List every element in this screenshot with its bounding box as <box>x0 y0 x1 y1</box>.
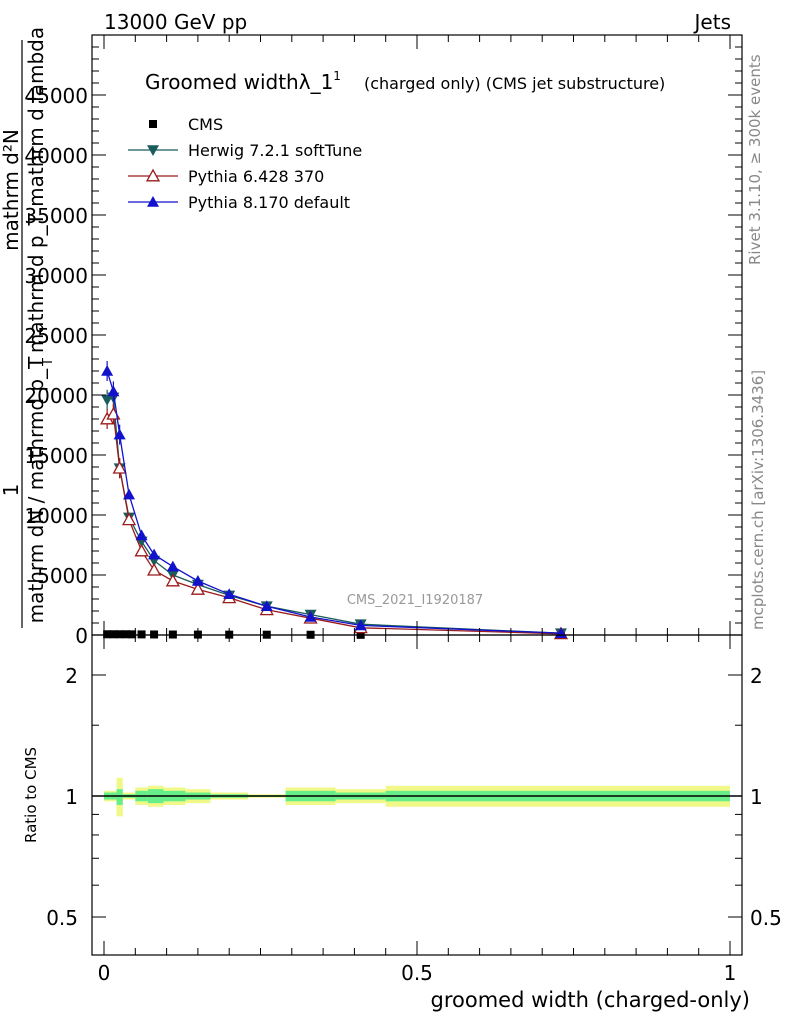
main-ytick-label: 15000 <box>24 444 88 468</box>
series-point <box>165 573 180 587</box>
series-point <box>103 630 112 639</box>
title-text: Groomed width <box>145 70 299 94</box>
ratio-ytick-label-left: 1 <box>65 785 78 809</box>
axis-ticks: 0 5000 10000 15000 20000 25000 30000 35000 40000… <box>24 35 782 985</box>
series-point <box>101 365 114 376</box>
main-ytick-label: 40000 <box>24 144 88 168</box>
legend-entry: Pythia 6.428 370 <box>128 167 324 186</box>
header-left: 13000 GeV pp <box>104 10 247 34</box>
rivet-label: Rivet 3.1.10, ≥ 300k events <box>746 54 764 265</box>
series-point <box>260 600 273 611</box>
header-right: Jets <box>693 10 731 34</box>
series-point <box>148 548 161 560</box>
main-ytick-label: 35000 <box>24 204 88 228</box>
series-point <box>107 385 120 397</box>
title-superscript: 1 <box>333 69 341 83</box>
watermark: CMS_2021_I1920187 <box>347 593 483 608</box>
ratio-xtick-label: 0 <box>98 961 111 985</box>
series-point <box>101 395 114 406</box>
main-ylabel: 1 mathrm dN / mathrmd p_T mathrm d²N mat… <box>0 27 56 628</box>
series-point <box>166 560 179 572</box>
series-point <box>191 575 204 586</box>
series-point <box>121 512 137 526</box>
main-ytick-label: 0 <box>75 624 88 648</box>
main-ytick-label: 20000 <box>24 384 88 408</box>
legend-marker <box>149 120 157 128</box>
series-point <box>113 428 126 440</box>
legend: CMS Herwig 7.2.1 softTune Pythia 6.428 370… <box>128 115 362 212</box>
ratio-ytick-label-right: 2 <box>750 664 763 688</box>
legend-marker <box>147 196 159 207</box>
series-line <box>106 370 562 634</box>
series-line <box>106 412 561 635</box>
series-point <box>123 488 136 500</box>
series-point <box>135 529 148 541</box>
legend-entry: CMS <box>149 115 223 134</box>
ratio-ytick-label-left: 2 <box>65 664 78 688</box>
ratio-ylabel: Ratio to CMS <box>22 747 40 843</box>
main-ytick-label: 5000 <box>37 564 88 588</box>
ratio-ytick-label-right: 0.5 <box>750 906 782 930</box>
series-2 <box>100 404 569 640</box>
main-ytick-label: 25000 <box>24 324 88 348</box>
ylabel-numerator: 1 <box>0 484 23 497</box>
ratio-ytick-label-left: 0.5 <box>46 906 78 930</box>
legend-marker <box>147 145 159 156</box>
series-point <box>223 588 236 599</box>
legend-label: Pythia 6.428 370 <box>188 167 324 186</box>
legend-marker <box>145 168 161 182</box>
ratio-bands <box>92 777 742 817</box>
series-point <box>190 582 206 595</box>
ylabel-right-numerator: mathrm d²N <box>0 129 23 251</box>
legend-entry: Herwig 7.2.1 softTune <box>128 141 362 160</box>
series-point <box>115 630 124 639</box>
title-suffix: (charged only) (CMS jet substructure) <box>364 74 665 93</box>
xlabel: groomed width (charged-only) <box>431 988 750 1012</box>
series-1 <box>101 387 567 640</box>
series-point <box>112 460 127 474</box>
main-series <box>100 361 569 640</box>
legend-label: Pythia 8.170 default <box>188 193 350 212</box>
legend-entry: Pythia 8.170 default <box>128 193 350 212</box>
series-point <box>304 611 317 622</box>
ratio-ytick-label-right: 1 <box>750 785 763 809</box>
series-3 <box>101 361 567 638</box>
series-point <box>146 562 162 576</box>
main-ytick-label: 10000 <box>24 504 88 528</box>
legend-label: Herwig 7.2.1 softTune <box>188 141 362 160</box>
series-line <box>106 396 562 634</box>
main-ytick-label: 45000 <box>24 84 88 108</box>
series-point <box>121 630 130 639</box>
ratio-stat-band <box>116 789 123 805</box>
series-point <box>354 619 367 631</box>
series-point <box>134 543 149 557</box>
title-symbol: λ_1 <box>299 70 334 94</box>
ylabel-right-denominator: mathrm d p_T mathrm d lambda <box>24 27 48 353</box>
mcplots-label: mcplots.cern.ch [arXiv:1306.3436] <box>749 370 767 630</box>
ylabel-subscript: T <box>41 358 56 367</box>
legend-label: CMS <box>188 115 223 134</box>
series-point <box>128 630 137 639</box>
plot-title: Groomed widthλ_11 <box>145 69 341 94</box>
ratio-xtick-label: 1 <box>724 961 737 985</box>
series-point <box>109 630 118 639</box>
ratio-xtick-label: 0.5 <box>401 961 433 985</box>
ylabel-denominator: mathrm dN / mathrmd p_T <box>24 356 48 623</box>
main-ytick-label: 30000 <box>24 264 88 288</box>
